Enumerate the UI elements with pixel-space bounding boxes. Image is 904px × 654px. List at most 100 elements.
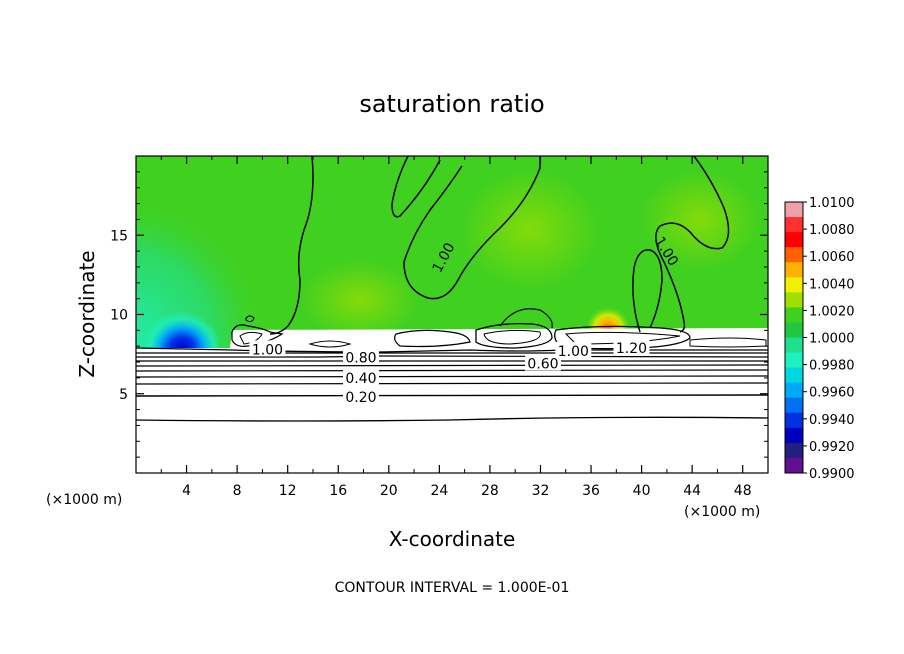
colorbar-label: 0.9980 [809,359,855,374]
colorbar-swatch [785,367,803,384]
x-tick-label: 20 [380,483,398,499]
x-tick-label: 28 [481,483,499,499]
cloud-cell-outline [475,322,553,349]
x-tick-label: 12 [279,483,297,499]
colorbar-swatch [785,442,803,459]
colorbar-label: 1.0020 [809,304,855,319]
colorbar-swatch [785,247,803,263]
colorbar-swatch [785,232,803,248]
contour-interval-note: CONTOUR INTERVAL = 1.000E-01 [335,580,570,596]
x-tick-label: 48 [734,483,752,499]
x-tick-label: 40 [633,483,651,499]
contour-label: 0.20 [345,390,376,406]
colorbar-label: 1.0040 [809,277,855,292]
colorbar-swatch [785,292,803,308]
x-tick-label: 24 [430,483,448,499]
y-axis: 5 10 15 [110,171,768,458]
x-tick-label: 8 [233,483,242,499]
contour-line [632,249,663,333]
y-tick-label: 10 [110,308,128,324]
chart-title: saturation ratio [359,90,544,118]
colorbar: 1.0100 1.0080 1.0060 1.0040 1.0020 1.0000 0.99… [784,196,855,482]
colorbar-swatch [785,457,803,474]
contour-label-group: 0.80 [342,348,379,366]
cloud-cell-outline [231,324,284,347]
y-tick-label: 5 [119,387,128,403]
colorbar-swatch [785,307,803,323]
contour-label-bg [525,354,562,371]
contour-line [136,364,768,367]
contour-line [136,382,768,385]
colorbar-swatch [785,427,803,444]
colorbar-swatch [785,397,803,414]
x-tick-label: 36 [582,483,600,499]
contour-labels: 1.00 0.800.400.200.601.00 1.201.00 1.00 [249,234,681,406]
colorbar-swatch [785,412,803,429]
x-unit-label-right: (×1000 m) [684,504,760,520]
cloud-cell-outline [499,308,553,329]
contour-line [403,156,541,300]
plot-area [136,156,768,473]
contour-label-group: 0.20 [342,387,379,406]
field-lime-patch-3 [640,170,760,270]
colorbar-label: 1.0060 [809,250,855,265]
contour-label-group: 0.60 [525,354,562,373]
colorbar-label: 0.9900 [809,467,855,482]
colorbar-label: 0.9920 [809,440,855,455]
x-axis: 4 8 12 16 20 24 28 32 36 40 44 48 [160,156,752,499]
colorbar-swatch [785,337,803,354]
contour-label-bg [342,387,379,404]
contour-label-group: 1.00 [555,341,592,360]
x-tick-label: 44 [683,483,701,499]
x-tick-label: 16 [329,483,347,499]
contour-line [136,375,768,378]
contour-label-group: 1.20 [613,338,650,357]
contour-label: 1.20 [616,341,647,357]
contour-label: 1.00 [558,344,589,360]
x-axis-title: X-coordinate [389,527,516,551]
contour-line [269,156,314,335]
contour-label-bg [342,348,379,365]
contour-line [391,156,441,218]
contour-line [136,369,768,372]
colorbar-swatch [785,202,803,218]
cloud-cell-outline [239,331,263,345]
contour-label: 0.60 [527,357,558,373]
colorbar-swatch [785,382,803,399]
contour-line [245,315,255,323]
contour-label: 1.00 [252,342,283,358]
contour-line [136,416,768,422]
colorbar-label: 1.0080 [809,223,855,238]
cloud-cell-outline [564,331,681,345]
colorbar-label: 1.0100 [809,196,855,211]
colorbar-label: 0.9940 [809,413,855,428]
contour-label-bg [613,338,650,355]
x-tick-label: 32 [532,483,550,499]
field-lime-patch-2 [460,170,600,290]
field-lime-patch-1 [300,260,420,340]
y-tick-label: 15 [110,228,128,244]
colorbar-swatch [785,262,803,278]
contour-label-group: 1.00 [249,340,286,358]
colorbar-swatch [785,352,803,369]
contour-label-group: 0.40 [342,368,379,387]
contour-line [655,156,730,333]
contour-label: 0.80 [345,350,376,366]
cloud-cell-outline [483,329,541,345]
contour-label-bg [342,368,379,385]
contour-label-bg [249,340,286,357]
x-tick-label: 4 [182,483,191,499]
contour-label-bg [555,341,592,358]
cloud-cell-outline [308,340,352,348]
colorbar-label: 1.0000 [809,332,855,347]
colorbar-swatch [785,217,803,233]
cloud-layer [136,328,768,473]
colorbar-swatch [785,322,803,338]
contour-label: 0.40 [345,371,376,387]
y-axis-title: Z-coordinate [75,250,99,377]
colorbar-label: 0.9960 [809,386,855,401]
contour-line [136,394,768,397]
cloud-cell-outline [394,329,471,348]
colorbar-swatch [785,277,803,293]
